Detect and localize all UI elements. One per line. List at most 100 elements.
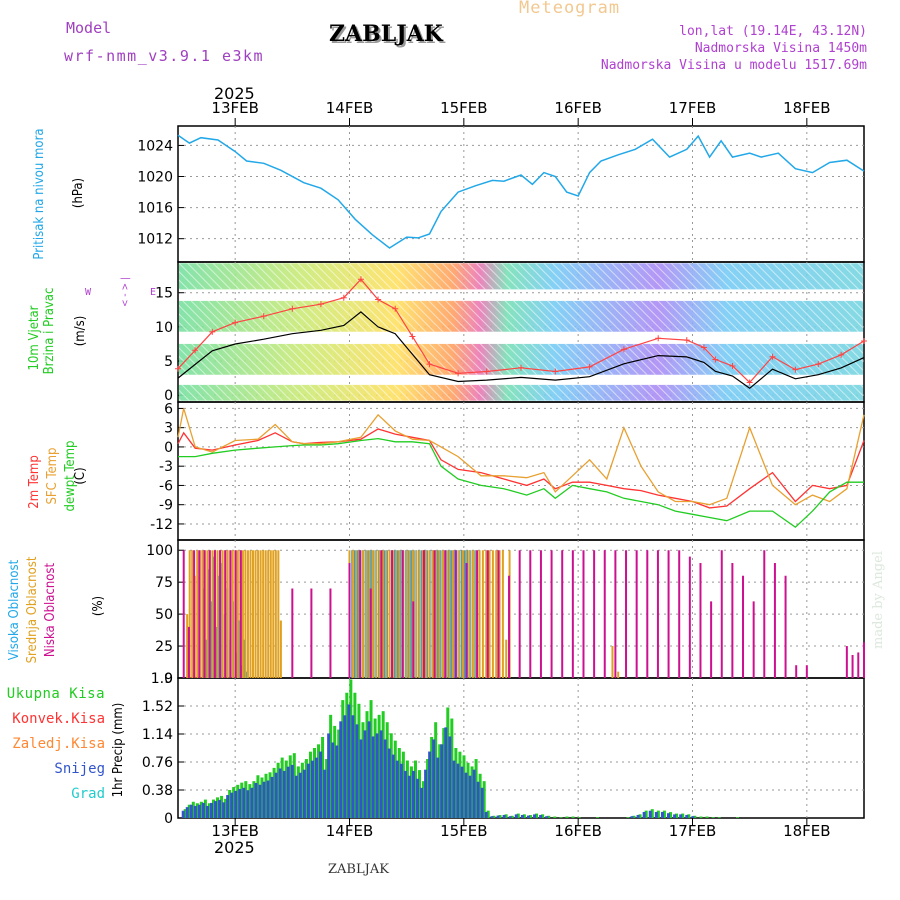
precip-bar-rain	[341, 700, 345, 818]
precip-bar-rain	[693, 815, 697, 818]
wind-gust-marker	[792, 366, 799, 373]
y-tick-label: 10	[155, 320, 173, 336]
precip-bar-snow	[691, 816, 695, 818]
precip-bar-rain	[183, 809, 187, 818]
precip-bar-rain	[216, 797, 220, 818]
y-tick-label: 1020	[137, 170, 173, 186]
precip-bar-rain	[462, 755, 466, 818]
wind-gust-marker	[357, 276, 364, 283]
wind-gust-marker	[552, 368, 559, 375]
precip-bar-snow	[351, 715, 355, 818]
precip-bar-snow	[460, 766, 464, 818]
precip-bar-rain	[317, 744, 321, 818]
precip-bar-rain	[675, 813, 679, 818]
precip-bar-rain	[705, 816, 709, 818]
precip-bar-rain	[492, 815, 496, 818]
coords-label: lon,lat (19.14E, 43.12N)	[679, 24, 867, 39]
y-tick-label: 1012	[137, 232, 173, 248]
precip-bar-rain	[296, 766, 300, 818]
precip-bar-snow	[230, 792, 234, 818]
y-tick-label: -3	[159, 459, 173, 475]
precip-bar-snow	[468, 775, 472, 818]
y-tick-label: 0.76	[142, 755, 173, 771]
precip-bar-snow	[323, 769, 327, 818]
wind-gust-marker	[409, 333, 416, 340]
pressure-line	[177, 134, 865, 249]
precip-bar-rain	[510, 815, 514, 818]
precip-bar-rain	[393, 740, 397, 818]
bottom-date-label: 18FEB	[783, 822, 830, 840]
precip-bar-rain	[699, 816, 703, 818]
precip-bar-rain	[458, 751, 462, 818]
precip-bar-rain	[450, 718, 454, 818]
precip-bar-snow	[428, 751, 432, 818]
precip-bar-rain	[365, 711, 369, 818]
precip-legend-snow: Snijeg	[54, 761, 105, 777]
precip-bar-rain	[413, 760, 417, 818]
precip-bar-snow	[416, 778, 420, 818]
precip-bar-snow	[420, 787, 424, 818]
wind-gust-marker	[746, 379, 753, 386]
y-tick-label: 15	[155, 286, 173, 302]
precip-bar-snow	[648, 810, 652, 818]
y-tick-label: 75	[155, 575, 173, 591]
precip-bar-rain	[276, 762, 280, 818]
precip-bar-rain	[381, 711, 385, 818]
precip-bar-rain	[207, 803, 211, 818]
precip-bar-snow	[286, 766, 290, 818]
precip-bar-snow	[367, 721, 371, 818]
precip-bar-snow	[189, 804, 193, 818]
precip-bar-snow	[327, 733, 331, 818]
wind-gust-marker	[209, 328, 216, 335]
y-tick-label: 0.38	[142, 783, 173, 799]
wind-gust-marker	[260, 313, 267, 320]
wind-gust-marker	[815, 361, 822, 368]
top-date-label: 18FEB	[783, 99, 830, 117]
precip-bar-snow	[185, 807, 189, 818]
y-tick-label: 1016	[137, 201, 173, 217]
precip-bar-rain	[308, 751, 312, 818]
top-date-label: 14FEB	[326, 99, 373, 117]
model-label: Model	[66, 19, 112, 37]
precip-bar-snow	[315, 757, 319, 818]
precip-bar-snow	[436, 757, 440, 818]
wind-speed-line	[177, 311, 865, 390]
precip-bar-snow	[242, 787, 246, 818]
temp-line-0	[177, 428, 865, 509]
precip-bar-snow	[411, 770, 415, 818]
precip-bar-rain	[553, 816, 557, 818]
precip-legend-freezing: Zaledj.Kisa	[12, 736, 105, 752]
precip-bar-snow	[545, 816, 549, 818]
precip-bar-snow	[399, 763, 403, 818]
precip-bar-rain	[333, 725, 337, 818]
bottom-year-label: 2025	[214, 838, 255, 857]
y-tick-label: 3	[164, 421, 173, 437]
precip-bar-snow	[201, 802, 205, 818]
precip-bar-snow	[403, 770, 407, 818]
precip-bar-snow	[391, 754, 395, 818]
wind-gust-marker	[655, 335, 662, 342]
precip-bar-snow	[452, 760, 456, 818]
precip-bar-rain	[516, 813, 520, 818]
precip-bar-snow	[331, 742, 335, 818]
precip-bar-rain	[292, 753, 296, 818]
precip-bar-snow	[274, 772, 278, 818]
precip-bar-rain	[478, 773, 482, 818]
panel-frame-temperature	[177, 401, 865, 541]
wind-gust-marker	[586, 363, 593, 370]
y-tick-label: 50	[155, 607, 173, 623]
precip-bar-snow	[636, 814, 640, 818]
precip-bar-rain	[504, 814, 508, 818]
compass-e: E	[150, 287, 157, 298]
precip-bar-rain	[397, 748, 401, 818]
wind-gust-marker	[455, 370, 462, 377]
precip-bar-rain	[466, 762, 470, 818]
precip-bar-rain	[650, 809, 654, 818]
bottom-date-label: 14FEB	[326, 822, 373, 840]
precip-bar-snow	[278, 768, 282, 818]
precip-bar-snow	[339, 721, 343, 818]
wind-gust-marker	[175, 365, 181, 372]
precip-bar-snow	[371, 736, 375, 818]
precip-bar-rain	[325, 759, 329, 818]
y-tick-label: 0	[164, 440, 173, 456]
